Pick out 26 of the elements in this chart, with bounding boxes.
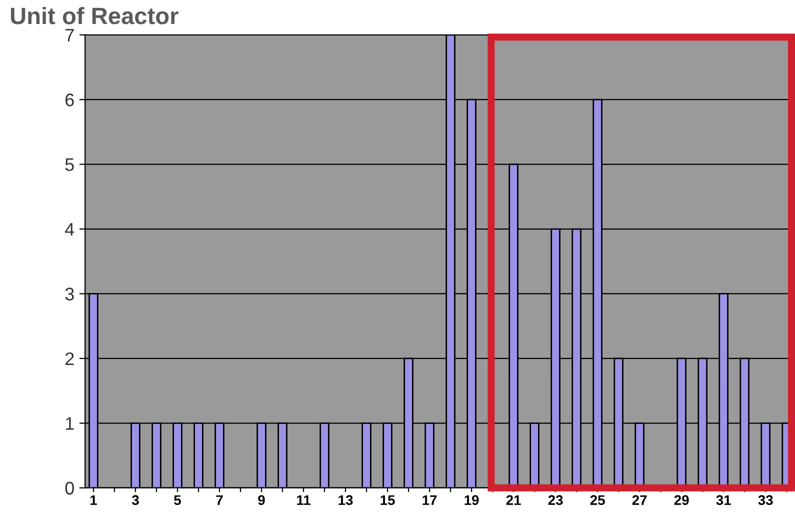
x-tick-label: 13 (338, 495, 353, 506)
x-tick-label: 29 (674, 495, 689, 506)
x-tick-label: 7 (216, 495, 223, 505)
x-tick-label: 5 (174, 495, 181, 506)
x-tick-label: 17 (422, 495, 437, 505)
y-tick-label: 6 (66, 94, 74, 106)
y-tick-label: 0 (65, 482, 74, 495)
y-tick-label: 5 (65, 158, 74, 172)
y-tick-label: 1 (66, 417, 74, 430)
y-tick-label: 3 (65, 288, 74, 300)
x-tick-label: 25 (590, 495, 605, 506)
x-tick-label: 21 (506, 495, 521, 505)
chart-title: Unit of Reactor (10, 6, 178, 24)
y-tick-label: 4 (65, 223, 74, 236)
x-tick-label: 1 (90, 495, 97, 505)
x-tick-label: 15 (380, 495, 395, 506)
y-tick-label: 7 (66, 29, 74, 42)
x-tick-label: 33 (758, 495, 773, 506)
y-tick-label: 2 (66, 352, 74, 365)
x-tick-label: 9 (258, 495, 265, 506)
x-tick-label: 19 (464, 495, 479, 506)
x-tick-label: 27 (632, 495, 647, 505)
x-tick-label: 31 (716, 495, 731, 506)
x-tick-label: 23 (548, 495, 563, 506)
x-tick-label: 3 (132, 495, 139, 506)
x-tick-label: 11 (297, 495, 310, 505)
